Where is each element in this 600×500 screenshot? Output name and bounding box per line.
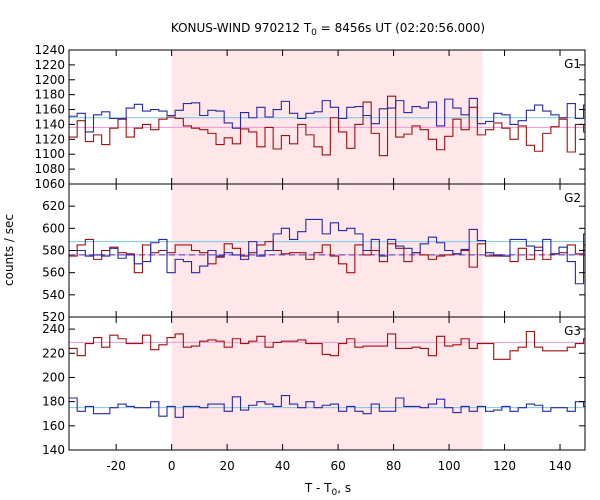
- x-tick-label: 80: [386, 459, 401, 473]
- panel-label-g3: G3: [564, 324, 581, 338]
- x-tick-label: 40: [275, 459, 290, 473]
- y-tick-label: 180: [42, 395, 65, 409]
- tick-label-layer: 1060108011001120114011601180120012201240…: [34, 43, 581, 473]
- series-red-g2: [69, 238, 585, 274]
- y-axis-label: counts / sec: [2, 214, 16, 286]
- tick-layer: [69, 49, 585, 451]
- shaded-interval-g2: [171, 184, 483, 317]
- chart-title: KONUS-WIND 970212 T0 = 8456s UT (02:20:5…: [171, 21, 485, 38]
- x-tick-label: 20: [219, 459, 234, 473]
- series-blue-g2: [69, 218, 585, 285]
- y-tick-label: 1080: [34, 162, 65, 176]
- y-tick-label: 560: [42, 266, 65, 280]
- y-tick-label: 1100: [34, 147, 65, 161]
- chart-title-rest: = 8456s UT (02:20:56.000): [317, 21, 485, 35]
- y-tick-label: 580: [42, 244, 65, 258]
- y-tick-label: 1160: [34, 103, 65, 117]
- x-axis-label-subscript: 0: [332, 488, 338, 498]
- x-tick-label: -20: [106, 459, 126, 473]
- y-tick-label: 600: [42, 221, 65, 235]
- x-axis-label: T - T0, s: [304, 481, 351, 498]
- y-tick-label: 160: [42, 419, 65, 433]
- x-axis-label-rest: , s: [337, 481, 351, 495]
- series-blue-g1: [69, 97, 585, 133]
- x-tick-label: 0: [168, 459, 176, 473]
- x-tick-label: 60: [330, 459, 345, 473]
- y-tick-label: 1060: [34, 177, 65, 191]
- chart-title-main: KONUS-WIND 970212 T: [171, 21, 312, 35]
- y-tick-label: 540: [42, 288, 65, 302]
- panel-frame-layer: [68, 49, 586, 451]
- x-tick-label: 100: [438, 459, 461, 473]
- y-tick-label: 200: [42, 370, 65, 384]
- series-layer: [69, 95, 585, 418]
- y-tick-label: 240: [42, 322, 65, 336]
- y-tick-label: 620: [42, 199, 65, 213]
- y-tick-label: 1120: [34, 132, 65, 146]
- y-tick-label: 520: [42, 310, 65, 324]
- panel-frame-g3: [68, 316, 586, 451]
- y-tick-label: 140: [42, 443, 65, 457]
- x-axis-label-main: T - T: [304, 481, 332, 495]
- series-red-g3: [69, 330, 585, 360]
- panel-label-g1: G1: [564, 57, 581, 71]
- series-red-g1: [69, 95, 585, 157]
- y-tick-label: 1240: [34, 43, 65, 57]
- x-tick-label: 140: [549, 459, 572, 473]
- x-tick-label: 120: [493, 459, 516, 473]
- shaded-interval-g1: [171, 50, 483, 184]
- panel-label-g2: G2: [564, 191, 581, 205]
- y-tick-label: 1200: [34, 73, 65, 87]
- y-tick-label: 1180: [34, 88, 65, 102]
- chart-title-subscript: 0: [311, 28, 317, 38]
- y-tick-label: 220: [42, 346, 65, 360]
- y-tick-label: 1220: [34, 58, 65, 72]
- y-tick-label: 1140: [34, 117, 65, 131]
- shaded-interval-g3: [171, 317, 483, 450]
- shaded-interval-layer: [171, 50, 483, 450]
- series-blue-g3: [69, 395, 585, 418]
